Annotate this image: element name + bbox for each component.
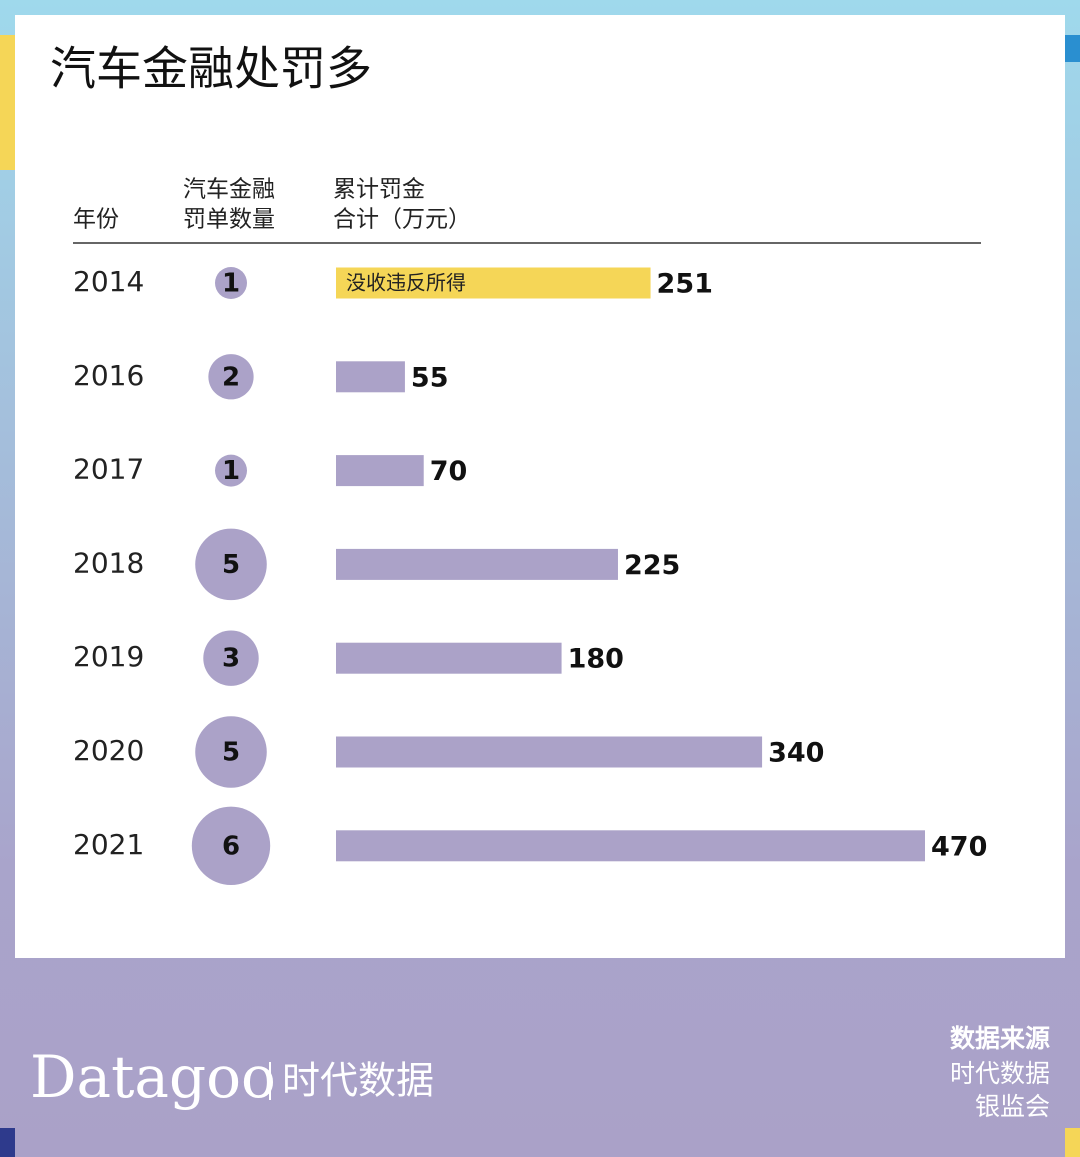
count-circle [203, 630, 259, 686]
value-label: 55 [411, 362, 449, 393]
value-label: 180 [568, 644, 624, 675]
count-circle [195, 528, 267, 601]
year-label: 2020 [73, 734, 144, 767]
column-header: 累计罚金 [333, 177, 425, 203]
count-label: 5 [222, 738, 240, 768]
value-label: 340 [768, 738, 824, 769]
count-circle [195, 716, 267, 788]
count-label: 2 [222, 362, 240, 392]
count-label: 6 [222, 831, 240, 861]
bar [336, 830, 925, 862]
year-label: 2016 [73, 359, 144, 392]
count-label: 3 [222, 644, 240, 674]
accent [1065, 1128, 1080, 1157]
accent [1065, 35, 1080, 62]
bar [336, 361, 405, 393]
value-label: 70 [430, 456, 468, 487]
brand: Datagoo [30, 1043, 276, 1111]
value-label: 470 [931, 831, 987, 862]
bar [336, 736, 763, 768]
bar [336, 455, 424, 487]
value-label: 251 [657, 269, 713, 300]
brand-cn: 时代数据 [282, 1059, 434, 1103]
count-circle [191, 806, 271, 885]
panel [15, 15, 1065, 958]
accent [0, 1128, 15, 1157]
accent [0, 35, 15, 170]
year-label: 2017 [73, 453, 144, 486]
bar [336, 548, 618, 580]
source: 银监会 [975, 1092, 1050, 1121]
source: 时代数据 [950, 1059, 1050, 1088]
year-label: 2014 [73, 265, 144, 298]
column-header: 年份 [73, 207, 119, 233]
bar [336, 642, 562, 674]
column-header: 罚单数量 [183, 207, 275, 233]
year-label: 2021 [73, 828, 144, 861]
column-header: 汽车金融 [183, 177, 275, 203]
chart-title: 汽车金融处罚多 [50, 42, 372, 96]
count-label: 1 [222, 269, 240, 299]
count-circle [208, 354, 254, 400]
count-circle [215, 267, 247, 299]
year-label: 2018 [73, 546, 144, 579]
count-circle [215, 454, 247, 487]
bar-note: 没收违反所得 [346, 271, 466, 295]
value-label: 225 [624, 550, 680, 581]
year-label: 2019 [73, 640, 144, 673]
column-header: 合计（万元） [333, 207, 471, 233]
source-title: 数据来源 [950, 1024, 1050, 1053]
count-label: 1 [222, 456, 240, 486]
bar [336, 267, 651, 299]
count-label: 5 [222, 550, 240, 580]
